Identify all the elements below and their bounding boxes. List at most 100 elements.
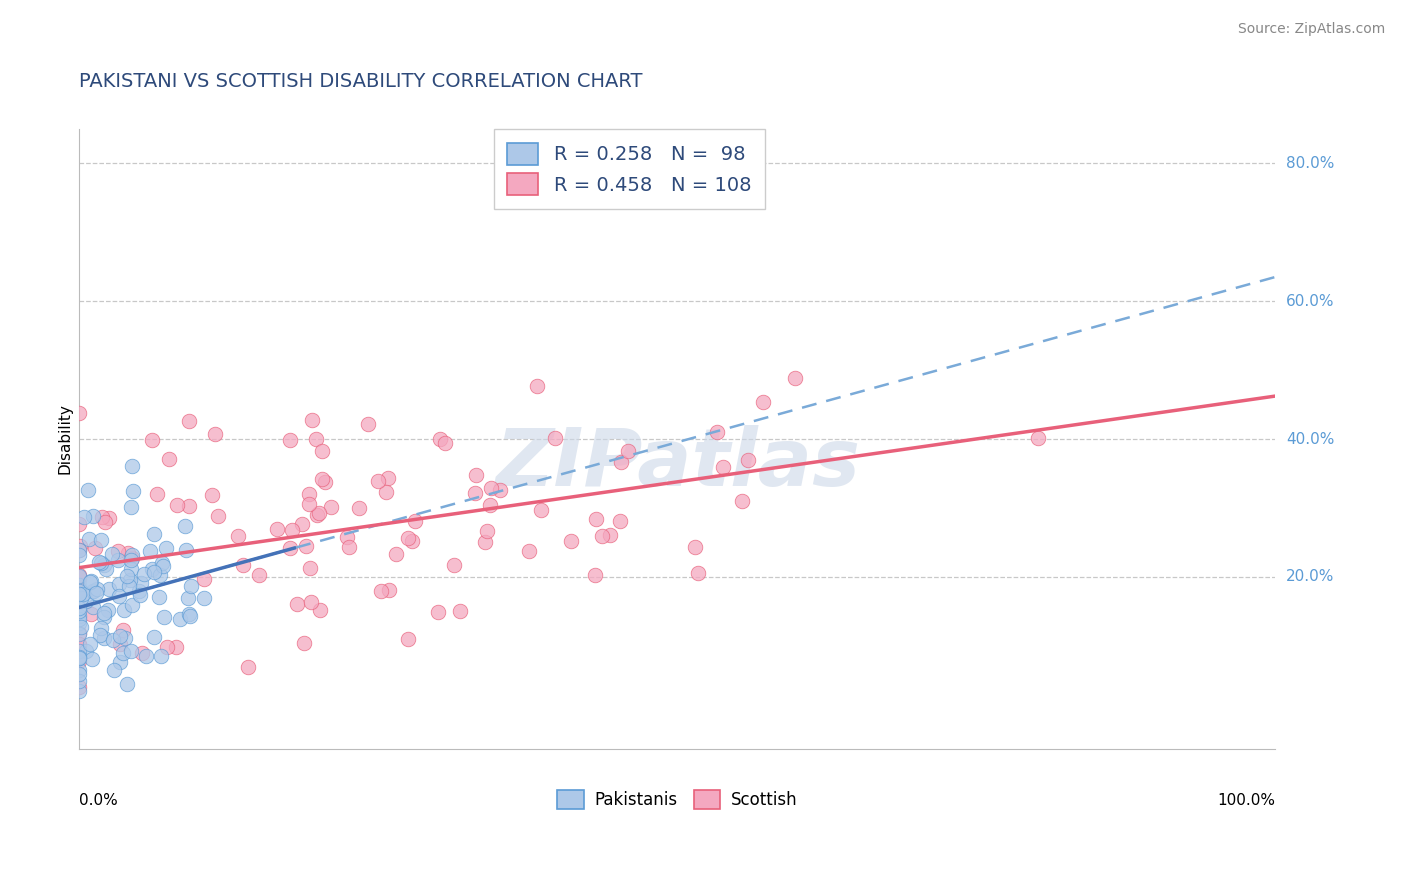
Point — [226, 528, 249, 542]
Point — [73, 510, 96, 524]
Point — [72, 587, 94, 601]
Point — [89, 628, 111, 642]
Point — [98, 582, 121, 596]
Point — [70, 620, 93, 634]
Point — [599, 528, 621, 542]
Point — [404, 514, 426, 528]
Point — [336, 530, 359, 544]
Point — [396, 531, 419, 545]
Point — [141, 434, 163, 448]
Point — [730, 494, 752, 508]
Point — [180, 578, 202, 592]
Point — [479, 498, 502, 512]
Point — [177, 591, 200, 606]
Point — [93, 606, 115, 620]
Point — [752, 395, 775, 409]
Point — [150, 649, 173, 664]
Point — [179, 499, 201, 513]
Point — [67, 650, 90, 665]
Point — [153, 609, 176, 624]
Point — [177, 413, 200, 427]
Point — [298, 487, 321, 501]
Point — [148, 590, 170, 604]
Point — [120, 500, 142, 514]
Point — [683, 540, 706, 554]
Point — [67, 637, 90, 651]
Point — [686, 566, 709, 581]
Point — [93, 631, 115, 645]
Point — [134, 566, 156, 581]
Point — [370, 584, 392, 599]
Point — [112, 646, 135, 660]
Point — [464, 486, 486, 500]
Point — [591, 529, 613, 543]
Point — [141, 562, 163, 576]
Point — [143, 565, 166, 579]
Point — [112, 603, 135, 617]
Point — [67, 569, 90, 583]
Point — [152, 558, 174, 573]
Point — [238, 660, 260, 674]
Text: ZIPatlas: ZIPatlas — [495, 425, 859, 503]
Point — [82, 584, 104, 599]
Point — [108, 589, 131, 603]
Point — [67, 649, 90, 664]
Point — [67, 568, 90, 582]
Point — [67, 627, 90, 641]
Point — [207, 509, 229, 524]
Point — [609, 514, 631, 528]
Point — [93, 558, 115, 573]
Point — [305, 508, 328, 522]
Point — [295, 539, 318, 553]
Point — [367, 474, 389, 488]
Point — [475, 524, 498, 539]
Point — [67, 543, 90, 558]
Point — [128, 588, 150, 602]
Point — [530, 503, 553, 517]
Legend: Pakistanis, Scottish: Pakistanis, Scottish — [551, 783, 804, 815]
Point — [609, 455, 631, 469]
Point — [69, 539, 91, 553]
Point — [90, 533, 112, 548]
Point — [108, 629, 131, 643]
Point — [465, 467, 488, 482]
Point — [103, 663, 125, 677]
Point — [67, 674, 90, 689]
Point — [67, 680, 90, 694]
Point — [69, 591, 91, 605]
Point — [90, 621, 112, 635]
Point — [93, 609, 115, 624]
Point — [169, 612, 191, 626]
Point — [347, 500, 370, 515]
Point — [79, 637, 101, 651]
Point — [308, 603, 330, 617]
Point — [449, 604, 471, 618]
Point — [479, 482, 502, 496]
Point — [114, 631, 136, 645]
Point — [67, 570, 90, 584]
Point — [120, 644, 142, 658]
Point — [396, 632, 419, 646]
Point — [737, 453, 759, 467]
Point — [783, 371, 806, 385]
Point — [117, 569, 139, 583]
Point — [80, 652, 103, 666]
Point — [177, 607, 200, 621]
Point — [82, 508, 104, 523]
Point — [77, 483, 100, 497]
Point — [179, 609, 201, 624]
Point — [67, 609, 90, 624]
Point — [139, 543, 162, 558]
Point — [84, 541, 107, 555]
Point — [86, 582, 108, 596]
Point — [67, 644, 90, 658]
Point — [84, 585, 107, 599]
Point — [118, 573, 141, 587]
Y-axis label: Disability: Disability — [58, 403, 72, 475]
Point — [90, 556, 112, 570]
Point — [429, 432, 451, 446]
Point — [115, 677, 138, 691]
Point — [80, 574, 103, 589]
Point — [67, 638, 90, 652]
Point — [193, 591, 215, 606]
